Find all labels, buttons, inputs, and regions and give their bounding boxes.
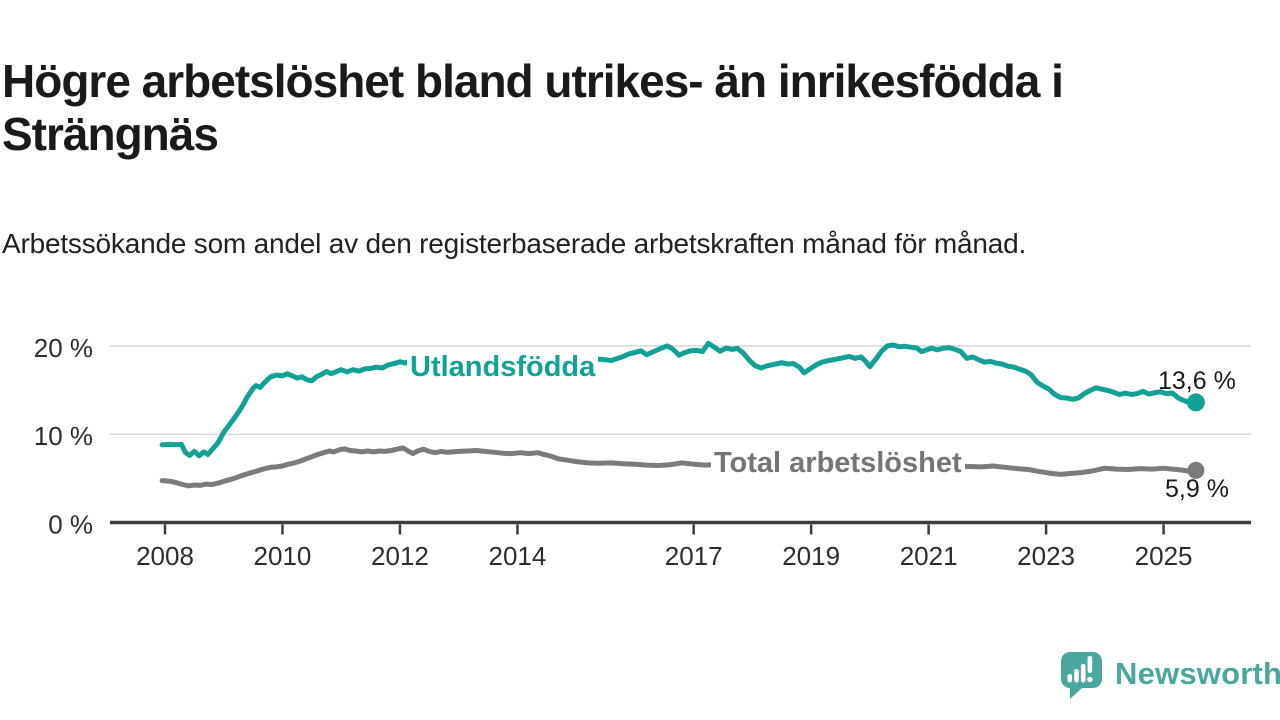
logo-bars-and-exclamation	[1067, 656, 1093, 683]
y-tick-label-20: 20 %	[34, 333, 93, 363]
x-tick-label-2017: 2017	[665, 541, 723, 571]
newsworthy-logo-icon	[1061, 652, 1102, 699]
x-tick-label-2025: 2025	[1135, 541, 1193, 571]
page-title: Högre arbetslöshet bland utrikes- än inr…	[2, 54, 1064, 161]
brand-logo: Newsworthy	[1056, 647, 1280, 700]
x-tick-label-2021: 2021	[900, 541, 958, 571]
series-label-total-arbetsloshet: Total arbetslöshet	[711, 447, 965, 480]
x-tick-label-2014: 2014	[489, 541, 547, 571]
end-dot-1	[1187, 461, 1205, 479]
x-tick-label-2010: 2010	[254, 541, 312, 571]
x-tick-label-2019: 2019	[782, 541, 840, 571]
y-tick-label-0: 0 %	[48, 510, 93, 540]
end-value-label-total: 5,9 %	[1165, 475, 1229, 503]
end-value-label-utlandsfodda: 13,6 %	[1158, 367, 1236, 395]
chart-subtitle: Arbetssökande som andel av den registerb…	[2, 228, 1027, 259]
brand-logo-text: Newsworthy	[1115, 656, 1280, 691]
x-tick-label-2023: 2023	[1017, 541, 1075, 571]
y-tick-label-10: 10 %	[34, 421, 93, 451]
end-dot-0	[1186, 393, 1205, 412]
series-label-utlandsfodda: Utlandsfödda	[407, 351, 599, 384]
series-line-1	[159, 445, 1199, 489]
x-tick-label-2012: 2012	[371, 541, 429, 571]
x-tick-label-2008: 2008	[136, 541, 194, 571]
series-line-0	[159, 340, 1199, 459]
